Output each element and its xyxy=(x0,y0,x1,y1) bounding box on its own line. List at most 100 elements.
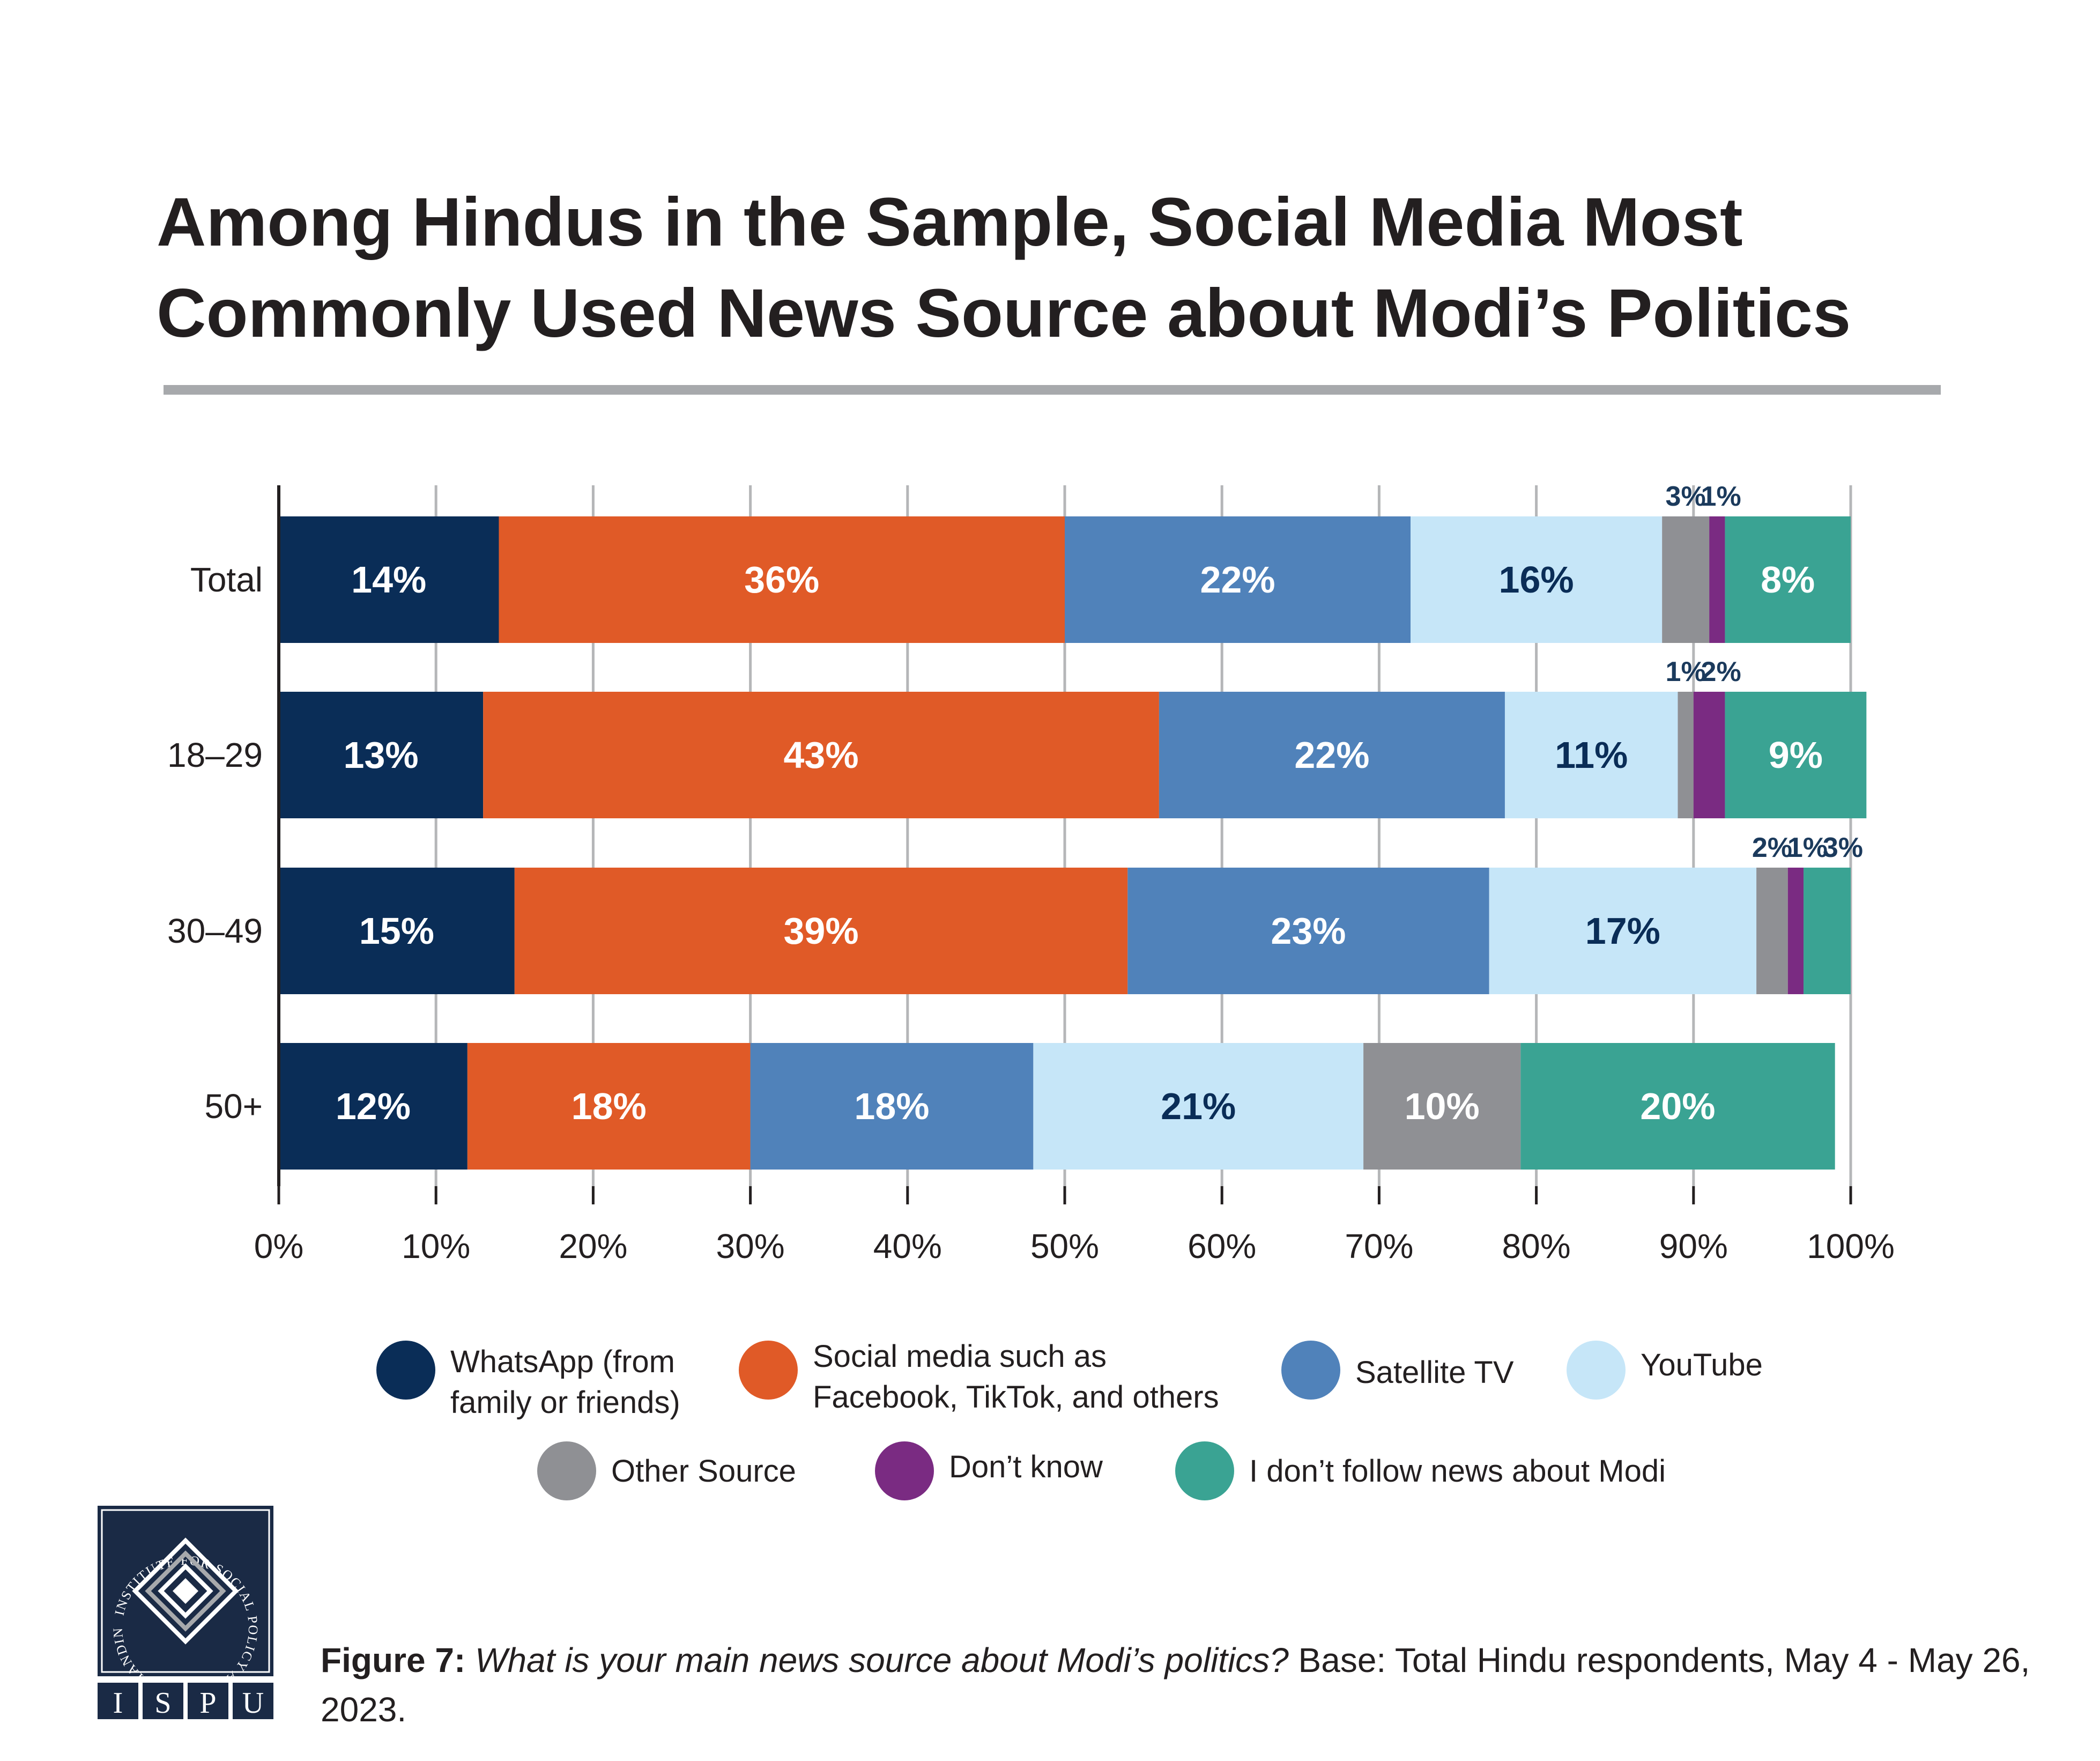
bar-segment xyxy=(1709,516,1725,643)
bar-value-label: 15% xyxy=(359,910,434,952)
legend-item-other-source: Other Source xyxy=(537,1441,796,1500)
bar-segment xyxy=(499,516,1065,643)
title-divider xyxy=(164,385,1941,395)
legend-swatch-dont-follow xyxy=(1175,1441,1234,1500)
legend-swatch-whatsapp xyxy=(376,1341,435,1400)
logo-diamond-core xyxy=(173,1578,198,1604)
logo-diamond-middle xyxy=(145,1550,226,1632)
bar-value-label: 18% xyxy=(572,1085,647,1127)
bar-segment xyxy=(467,1043,751,1170)
x-tick-label: 20% xyxy=(559,1227,627,1266)
stacked-bar-chart: 14% 36% 22% 16% 8%3%1%13% 43% 22% 11% 9%1%2%15% 3… xyxy=(167,481,1895,1266)
bar-segment xyxy=(1662,516,1710,643)
legend-label-dont-follow: I don’t follow news about Modi xyxy=(1249,1454,1666,1489)
legend-item-satellite-tv: Satellite TV xyxy=(1281,1341,1514,1400)
logo-letter-p: P xyxy=(199,1686,216,1719)
legend-swatch-dont-know xyxy=(875,1441,934,1500)
legend-label-satellite-tv: Satellite TV xyxy=(1355,1355,1514,1390)
logo-diamond-inner xyxy=(158,1563,213,1619)
figure-caption: Figure 7: What is your main news source … xyxy=(321,1636,2036,1734)
bar-segment xyxy=(750,1043,1034,1170)
legend-swatch-other-source xyxy=(537,1441,596,1500)
logo-letter-u: U xyxy=(242,1686,264,1719)
legend-label-social-media: Social media such as Facebook, TikTok, a… xyxy=(813,1339,1219,1415)
bars: 14% 36% 22% 16% 8%3%1%13% 43% 22% 11% 9%1%2%15% 3… xyxy=(279,481,1867,1170)
legend-item-whatsapp: WhatsApp (from family or friends) xyxy=(376,1341,680,1423)
bar-value-label: 43% xyxy=(783,734,858,776)
bar-segment xyxy=(1489,868,1757,994)
bar-value-label: 39% xyxy=(783,910,858,952)
bar-small-value-label: 3% xyxy=(1666,481,1706,512)
category-label: 30–49 xyxy=(167,912,263,950)
bar-segment xyxy=(1127,868,1489,994)
caption-figure-label: Figure 7: xyxy=(321,1641,466,1679)
caption-base: Base: Total Hindu respondents, May 4 - M… xyxy=(321,1641,2030,1729)
legend-swatch-youtube xyxy=(1567,1341,1626,1400)
logo-inner-border xyxy=(101,1509,270,1673)
bar-segment xyxy=(1159,692,1505,818)
bar-segment xyxy=(1756,868,1788,994)
bar-segment xyxy=(279,868,515,994)
bar-value-label: 23% xyxy=(1271,910,1346,952)
bar-value-label: 11% xyxy=(1555,734,1628,776)
legend-item-social-media: Social media such as Facebook, TikTok, a… xyxy=(739,1339,1219,1418)
ispu-logo: INSTITUTE FOR SOCIAL POLICY AND UNDERSTA… xyxy=(98,1506,273,1719)
legend-label-youtube: YouTube xyxy=(1641,1348,1763,1382)
x-tick-label: 80% xyxy=(1502,1227,1571,1266)
x-tick-label: 50% xyxy=(1030,1227,1099,1266)
bar-value-label: 18% xyxy=(854,1085,929,1127)
category-label: 50+ xyxy=(204,1087,263,1126)
bar-small-value-label: 2% xyxy=(1701,656,1741,687)
bar-segment xyxy=(279,516,499,643)
bar-segment xyxy=(1411,516,1663,643)
bar-small-value-label: 1% xyxy=(1787,832,1828,863)
bar-value-label: 12% xyxy=(336,1085,411,1127)
x-tick-label: 100% xyxy=(1807,1227,1895,1266)
legend-label-whatsapp: WhatsApp (from family or friends) xyxy=(450,1344,680,1420)
bar-value-label: 22% xyxy=(1200,559,1275,601)
bar-small-value-label: 1% xyxy=(1666,656,1706,687)
logo-letter-i: I xyxy=(113,1686,123,1719)
bar-small-value-label: 3% xyxy=(1823,832,1863,863)
bar-segment xyxy=(1363,1043,1521,1170)
logo-letter-s: S xyxy=(154,1686,171,1719)
bar-segment xyxy=(1725,692,1867,818)
bar-segment xyxy=(514,868,1128,994)
bar-value-label: 20% xyxy=(1640,1085,1715,1127)
x-tick-label: 10% xyxy=(402,1227,470,1266)
bar-segment xyxy=(1678,692,1694,818)
bar-segment xyxy=(483,692,1159,818)
bar-value-label: 21% xyxy=(1161,1085,1236,1127)
axes: 0% 10% 20% 30% 40% 50% 60% 70% 80% 90% 100% Total 18… xyxy=(167,485,1895,1266)
bar-value-label: 16% xyxy=(1499,559,1574,601)
bar-value-label: 8% xyxy=(1761,559,1815,601)
bar-segment xyxy=(1504,692,1678,818)
legend-label-dont-know: Don’t know xyxy=(949,1449,1103,1484)
x-tick-label: 90% xyxy=(1659,1227,1728,1266)
x-tick-label: 40% xyxy=(873,1227,942,1266)
bar-segment xyxy=(1693,692,1725,818)
logo-letters: I S P U xyxy=(98,1683,273,1719)
bar-value-label: 10% xyxy=(1405,1085,1480,1127)
bar-segment xyxy=(279,1043,468,1170)
bar-value-label: 9% xyxy=(1769,734,1823,776)
category-label: 18–29 xyxy=(167,736,263,774)
bar-segment xyxy=(1065,516,1411,643)
legend-swatch-social-media xyxy=(739,1341,798,1400)
category-label: Total xyxy=(190,560,263,599)
x-tick-label: 30% xyxy=(716,1227,785,1266)
x-tick-label: 70% xyxy=(1345,1227,1413,1266)
bar-value-label: 22% xyxy=(1294,734,1369,776)
bar-segment xyxy=(279,692,484,818)
legend-label-other-source: Other Source xyxy=(611,1454,796,1489)
bar-segment xyxy=(1804,868,1851,994)
bar-segment xyxy=(1787,868,1804,994)
bar-value-label: 17% xyxy=(1585,910,1660,952)
logo-diamond-outer xyxy=(132,1537,239,1645)
caption-question: What is your main news source about Modi… xyxy=(475,1641,1289,1679)
legend-swatch-satellite-tv xyxy=(1281,1341,1340,1400)
bar-value-label: 13% xyxy=(344,734,419,776)
legend-item-dont-follow: I don’t follow news about Modi xyxy=(1175,1441,1666,1500)
bar-segment xyxy=(1520,1043,1835,1170)
bar-value-label: 36% xyxy=(744,559,819,601)
